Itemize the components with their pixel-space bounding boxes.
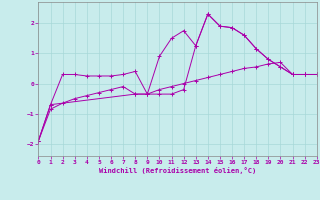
X-axis label: Windchill (Refroidissement éolien,°C): Windchill (Refroidissement éolien,°C): [99, 167, 256, 174]
